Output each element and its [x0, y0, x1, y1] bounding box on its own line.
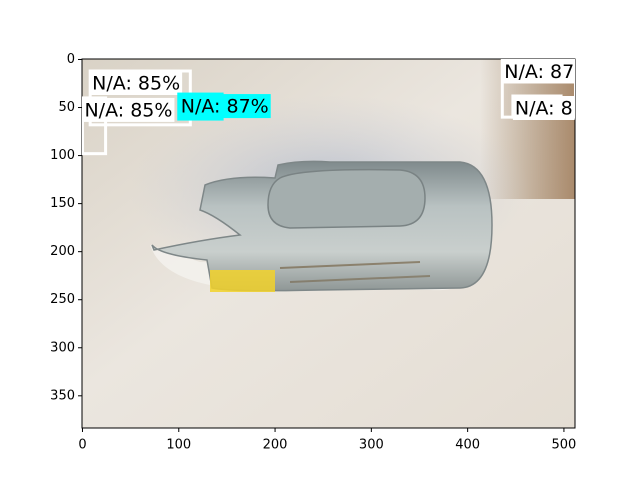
y-tick-label: 100 — [50, 148, 75, 163]
detections: N/A: 85%N/A: 85% N/A: 87%N/A: 87N/A: 8 — [82, 59, 575, 156]
detection-label: N/A: 85% — [84, 99, 172, 121]
detection-label: N/A: 87% — [181, 96, 269, 118]
overlay: 0 100 200 300 400 500 0 50 100 150 200 250 300 350 N/A… — [50, 52, 576, 453]
label-background — [178, 94, 271, 119]
y-tick-label: 350 — [50, 388, 75, 403]
x-tick-label: 0 — [78, 438, 86, 453]
y-tick-label: 0 — [67, 52, 75, 67]
x-tick-label: 200 — [263, 438, 288, 453]
y-tick-label: 200 — [50, 244, 75, 259]
y-tick-label: 150 — [50, 196, 75, 211]
detection-label: N/A: 87 — [504, 61, 574, 83]
y-tick-label: 300 — [50, 340, 75, 355]
label-background — [512, 95, 575, 120]
axes-frame — [81, 58, 576, 429]
y-tick-label: 250 — [50, 292, 75, 307]
detection-label: N/A: 8 — [515, 97, 573, 119]
label-background — [82, 97, 175, 122]
x-tick-label: 400 — [455, 438, 480, 453]
detection-label: N/A: 85% — [92, 73, 180, 95]
x-tick-label: 300 — [359, 438, 384, 453]
label-background — [90, 71, 183, 96]
x-tick-label: 500 — [552, 438, 577, 453]
y-tick-label: 50 — [58, 100, 75, 115]
x-tick-label: 100 — [166, 438, 191, 453]
label-background — [502, 59, 575, 84]
